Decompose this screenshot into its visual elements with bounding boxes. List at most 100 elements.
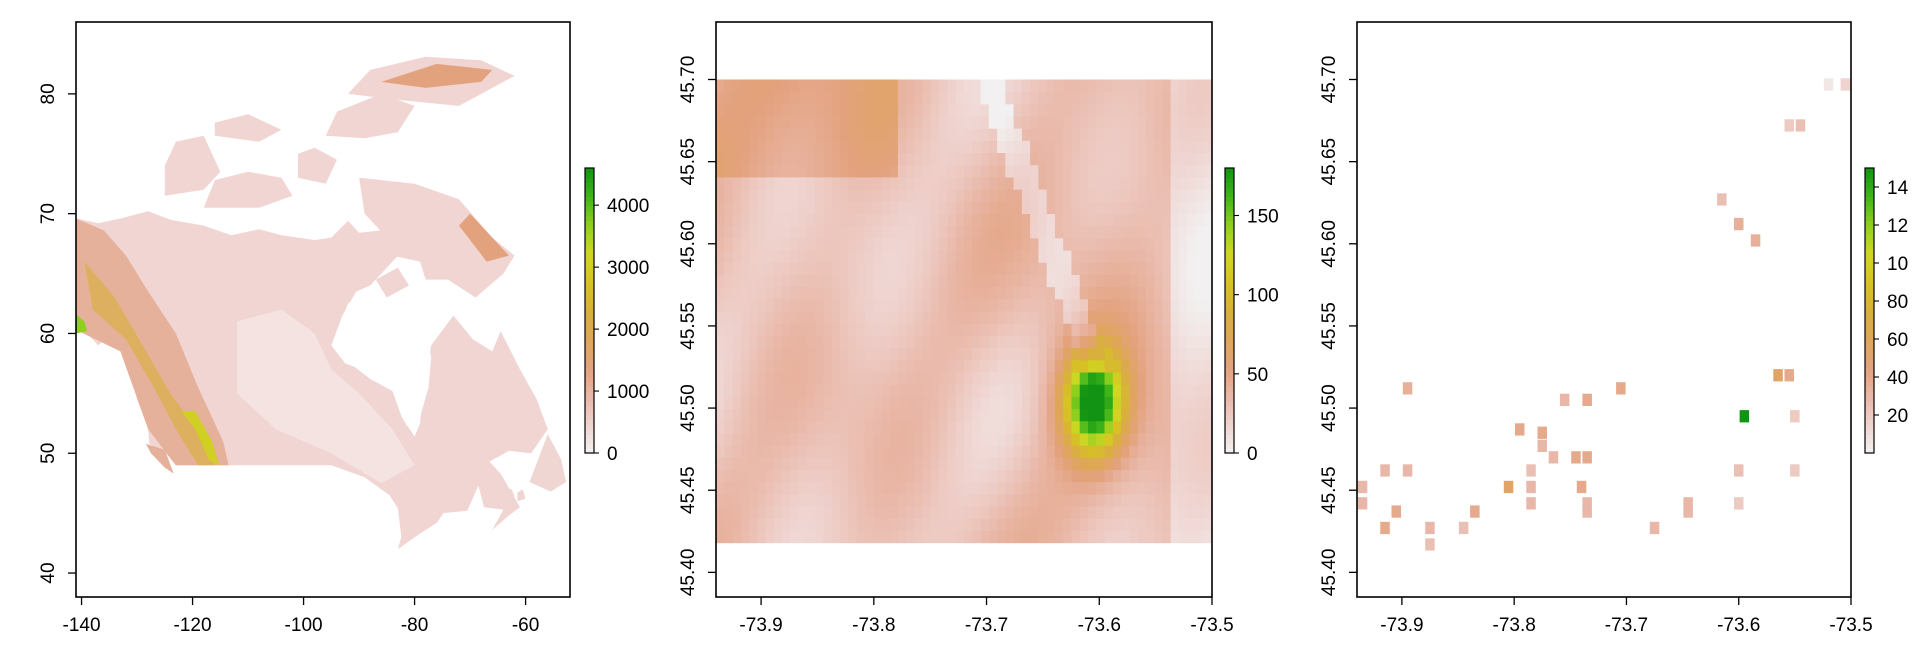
grid-cell <box>864 189 874 202</box>
grid-cell <box>922 274 932 288</box>
data-cell <box>1357 480 1368 494</box>
grid-cell <box>1054 79 1064 93</box>
legend-swatch <box>585 320 594 326</box>
grid-cell <box>856 274 866 288</box>
grid-cell <box>1071 311 1081 324</box>
legend-tick-label: 50 <box>1247 365 1268 386</box>
grid-cell <box>1137 420 1147 434</box>
legend-tick-label: 14 <box>1887 178 1909 199</box>
grid-cell <box>716 79 725 93</box>
grid-cell <box>1178 298 1188 312</box>
grid-cell <box>815 286 824 300</box>
grid-cell <box>873 250 882 263</box>
grid-cell <box>732 91 742 105</box>
grid-cell <box>765 396 775 410</box>
grid-cell <box>1046 152 1056 166</box>
grid-cell <box>1005 323 1014 336</box>
grid-cell <box>848 250 857 263</box>
grid-cell <box>1088 445 1097 458</box>
grid-cell <box>1030 433 1039 446</box>
grid-cell <box>873 445 882 458</box>
grid-cell <box>1154 469 1163 483</box>
grid-cell <box>988 177 998 190</box>
grid-cell <box>757 396 766 410</box>
grid-cell <box>823 408 833 422</box>
grid-cell <box>1030 250 1039 263</box>
grid-cell <box>716 152 725 166</box>
grid-cell <box>724 396 733 410</box>
grid-cell <box>1096 213 1105 227</box>
grid-cell <box>1154 225 1163 239</box>
grid-cell <box>964 469 973 483</box>
grid-cell <box>815 140 824 154</box>
grid-cell <box>881 140 890 154</box>
grid-cell <box>840 213 849 227</box>
grid-cell <box>906 420 915 434</box>
data-cell <box>1683 505 1693 518</box>
grid-cell <box>1096 140 1105 154</box>
grid-cell <box>798 250 808 263</box>
grid-cell <box>1096 518 1105 531</box>
grid-cell <box>1170 116 1180 129</box>
grid-cell <box>732 201 742 215</box>
grid-cell <box>1187 274 1196 288</box>
grid-cell <box>1162 164 1172 178</box>
grid-cell <box>1170 506 1180 519</box>
grid-cell <box>914 384 924 397</box>
grid-cell <box>930 225 940 239</box>
grid-cell <box>922 372 932 385</box>
legend-swatch <box>1225 405 1234 411</box>
grid-cell <box>906 323 915 336</box>
grid-cell <box>1096 298 1105 312</box>
grid-cell <box>1071 201 1081 215</box>
grid-cell <box>1096 177 1105 190</box>
grid-cell <box>724 506 733 519</box>
grid-cell <box>773 79 783 93</box>
grid-cell <box>716 359 725 373</box>
grid-cell <box>782 433 791 446</box>
grid-cell <box>790 457 800 471</box>
legend-tick-label: 150 <box>1247 207 1279 228</box>
grid-cell <box>955 335 965 349</box>
grid-cell <box>840 262 849 275</box>
grid-cell <box>831 213 841 227</box>
grid-cell <box>1030 445 1039 458</box>
grid-cell <box>1079 445 1089 458</box>
grid-cell <box>1195 347 1205 361</box>
data-cell <box>1503 480 1514 494</box>
grid-cell <box>972 433 981 446</box>
grid-cell <box>823 311 833 324</box>
legend-swatch <box>585 286 594 293</box>
grid-cell <box>864 494 874 507</box>
grid-cell <box>889 408 899 422</box>
grid-cell <box>922 79 932 93</box>
grid-cell <box>1063 469 1072 483</box>
grid-cell <box>782 518 791 531</box>
grid-cell <box>773 311 783 324</box>
grid-cell <box>914 189 924 202</box>
grid-cell <box>980 433 990 446</box>
grid-cell <box>815 457 824 471</box>
grid-cell <box>765 445 775 458</box>
grid-cell <box>1088 140 1097 154</box>
grid-cell <box>1021 213 1031 227</box>
grid-cell <box>1187 335 1196 349</box>
data-cell <box>1582 451 1592 464</box>
legend-swatch <box>1865 210 1874 217</box>
grid-cell <box>856 445 866 458</box>
grid-cell <box>716 140 725 154</box>
grid-cell <box>1021 164 1031 178</box>
grid-cell <box>1129 506 1138 519</box>
data-cell <box>1391 505 1401 518</box>
grid-cell <box>716 225 725 239</box>
data-cell <box>1380 521 1390 535</box>
grid-cell <box>1162 433 1172 446</box>
grid-cell <box>930 140 940 154</box>
grid-cell <box>1104 103 1114 117</box>
grid-cell <box>922 396 932 410</box>
grid-cell <box>1088 274 1097 288</box>
grid-cell <box>856 237 866 251</box>
grid-cell <box>840 420 849 434</box>
grid-cell <box>1079 213 1089 227</box>
grid-cell <box>1129 396 1138 410</box>
